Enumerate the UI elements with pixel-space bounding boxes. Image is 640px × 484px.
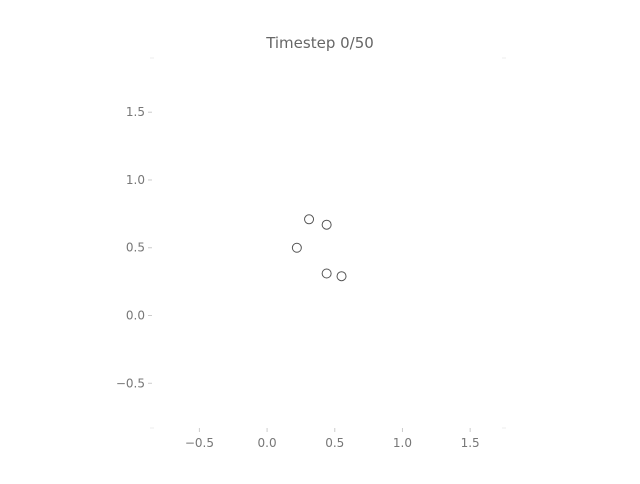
x-tick-label: 1.0 — [393, 436, 412, 450]
chart-title: Timestep 0/50 — [265, 34, 374, 52]
data-points — [291, 214, 347, 282]
axes: −0.5 0.0 0.5 1.0 1.5 −0.5 0.0 0.5 1.0 1.5 — [116, 57, 506, 450]
x-tick-label: 1.5 — [461, 436, 480, 450]
data-point — [336, 271, 347, 282]
y-tick-label: 1.5 — [126, 105, 145, 119]
x-tick-label: −0.5 — [185, 436, 214, 450]
data-point — [291, 242, 302, 253]
data-point — [321, 268, 332, 279]
data-point — [304, 214, 315, 225]
data-point — [321, 219, 332, 230]
x-tick-label: 0.0 — [258, 436, 277, 450]
y-tick-label: 0.5 — [126, 241, 145, 255]
x-tick-label: 0.5 — [325, 436, 344, 450]
y-tick-label: 0.0 — [126, 309, 145, 323]
y-tick-label: 1.0 — [126, 173, 145, 187]
y-tick-label: −0.5 — [116, 376, 145, 390]
